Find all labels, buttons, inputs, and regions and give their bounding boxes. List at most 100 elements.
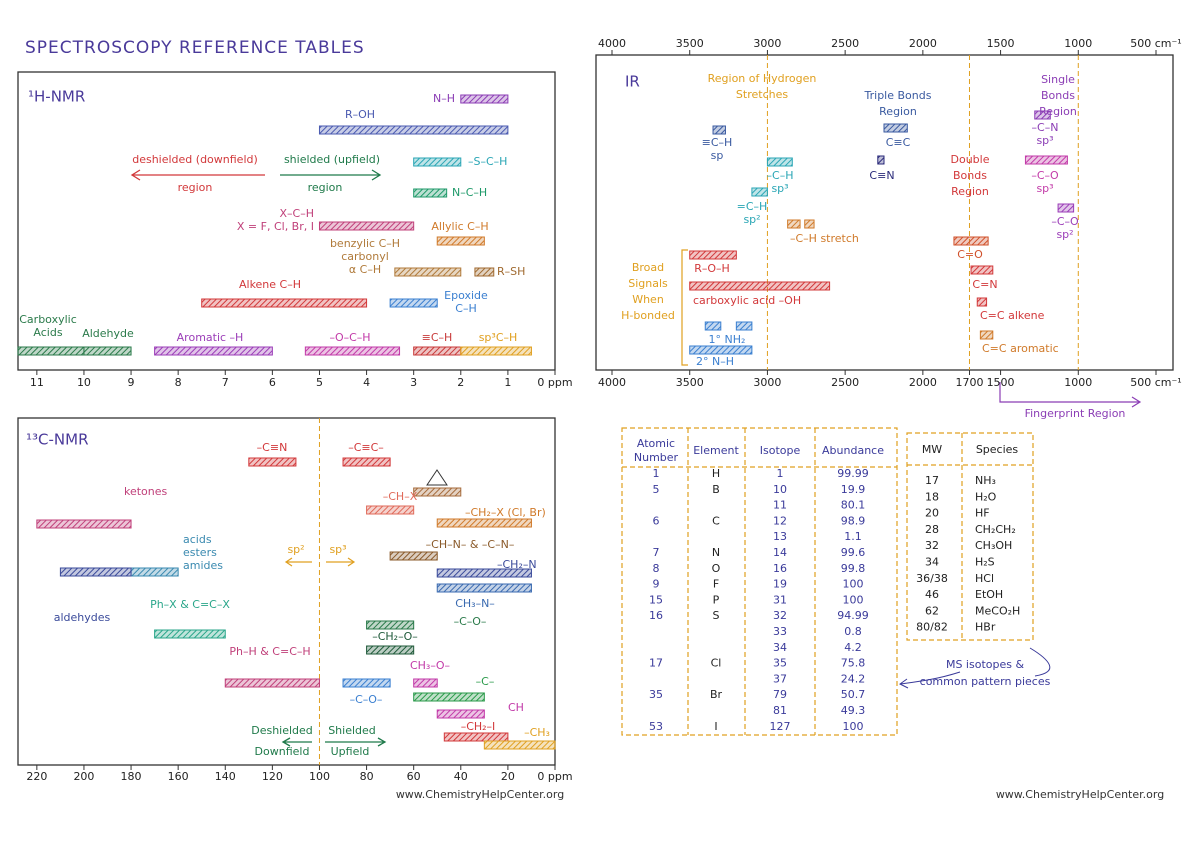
bar-label: ketones bbox=[124, 485, 168, 498]
bar-label: –CH₂–N bbox=[497, 558, 537, 571]
annotation: Region of Hydrogen bbox=[708, 72, 817, 85]
table-cell: 32 bbox=[925, 539, 939, 552]
tick-label: 1000 bbox=[1064, 376, 1092, 389]
table-cell: 0.8 bbox=[844, 625, 862, 638]
table-cell: 99.99 bbox=[837, 467, 869, 480]
bar-label: Ph–H & C=C–H bbox=[229, 645, 310, 658]
annotation: Upfield bbox=[331, 745, 370, 758]
range-bar bbox=[83, 346, 132, 356]
bar-label: C=C alkene bbox=[980, 309, 1045, 322]
tick-label: 1700 bbox=[955, 376, 983, 389]
annotation: region bbox=[308, 181, 343, 194]
table-cell: 80/82 bbox=[916, 621, 948, 634]
range-bar bbox=[704, 321, 722, 331]
table-cell: 4.2 bbox=[844, 641, 862, 654]
deshielded-arrow bbox=[281, 737, 312, 747]
bar-label: ≡C–H bbox=[422, 331, 453, 344]
bar-label: Allylic C–H bbox=[431, 220, 488, 233]
table-cell: F bbox=[713, 578, 719, 591]
table-cell: CH₃OH bbox=[975, 539, 1012, 552]
bar-label: Alkene C–H bbox=[239, 278, 301, 291]
tick-label: 160 bbox=[168, 770, 189, 783]
bar-label: –C–N bbox=[1032, 121, 1059, 134]
table-cell: 53 bbox=[649, 720, 663, 733]
tick-label: 1500 bbox=[987, 376, 1015, 389]
upfield-arrow bbox=[280, 169, 382, 181]
table-cell: 6 bbox=[653, 514, 660, 527]
range-bar bbox=[342, 678, 391, 688]
table-header: MW bbox=[922, 443, 942, 456]
table-cell: 19 bbox=[773, 578, 787, 591]
bar-label: –CH₂–I bbox=[461, 720, 496, 733]
range-bar bbox=[751, 187, 768, 197]
range-bar bbox=[394, 267, 462, 277]
annotation: Deshielded bbox=[251, 724, 313, 737]
bar-label: –C–O bbox=[1051, 215, 1079, 228]
table-cell: 79 bbox=[773, 688, 787, 701]
bar-label: –CH–X bbox=[383, 490, 418, 503]
table-cell: 10 bbox=[773, 483, 787, 496]
tick-label: 3000 bbox=[753, 37, 781, 50]
bar-label: CH₃–O– bbox=[410, 659, 450, 672]
tick-label: 0 ppm bbox=[537, 770, 572, 783]
bar-label: X–C–H bbox=[280, 207, 315, 220]
annotation: H-bonded bbox=[621, 309, 675, 322]
table-header: Atomic bbox=[637, 437, 675, 450]
table-cell: 50.7 bbox=[841, 688, 866, 701]
note-arrow bbox=[1029, 647, 1051, 677]
table-cell: 100 bbox=[843, 720, 864, 733]
table-cell: 81 bbox=[773, 704, 787, 717]
note: common pattern pieces bbox=[920, 675, 1051, 688]
bar-label: carbonyl bbox=[341, 250, 389, 263]
table-cell: 16 bbox=[773, 562, 787, 575]
range-bar bbox=[413, 346, 462, 356]
range-bar bbox=[17, 346, 85, 356]
bar-label: =C–H bbox=[737, 200, 768, 213]
range-bar bbox=[413, 487, 462, 497]
range-bar bbox=[1034, 110, 1051, 120]
table-cell: 31 bbox=[773, 593, 787, 606]
table-cell: 5 bbox=[653, 483, 660, 496]
table-cell: HF bbox=[975, 507, 990, 520]
annotation: Region bbox=[879, 105, 917, 118]
table-cell: 15 bbox=[649, 593, 663, 606]
downfield-arrow bbox=[130, 169, 265, 181]
range-bar bbox=[413, 188, 448, 198]
range-bar bbox=[883, 123, 908, 133]
table-cell: 99.6 bbox=[841, 546, 866, 559]
table-cell: I bbox=[714, 720, 717, 733]
table-header: Abundance bbox=[822, 444, 884, 457]
annotation: Triple Bonds bbox=[864, 89, 932, 102]
bar-label: C≡C bbox=[886, 136, 911, 149]
cyclopropane-icon bbox=[426, 469, 448, 486]
bar-label: R–SH bbox=[497, 265, 525, 278]
tick-label: 9 bbox=[128, 376, 135, 389]
tick-label: 6 bbox=[269, 376, 276, 389]
tick-label: 180 bbox=[121, 770, 142, 783]
hybridization-arrows bbox=[284, 557, 356, 567]
range-bar bbox=[970, 265, 994, 275]
table-cell: 36/38 bbox=[916, 572, 948, 585]
table-cell: Cl bbox=[711, 657, 722, 670]
table-cell: 8 bbox=[653, 562, 660, 575]
tick-label: 4000 bbox=[598, 37, 626, 50]
note: MS isotopes & bbox=[946, 658, 1025, 671]
range-bar bbox=[689, 281, 831, 291]
bar-label: aldehydes bbox=[54, 611, 111, 624]
table-cell: 34 bbox=[925, 556, 939, 569]
annotation: Region bbox=[1039, 105, 1077, 118]
bar-label: carboxylic acid –OH bbox=[693, 294, 801, 307]
table-cell: 100 bbox=[843, 593, 864, 606]
range-bar bbox=[154, 629, 226, 639]
annotation: Fingerprint Region bbox=[1025, 407, 1126, 420]
tick-label: 1000 bbox=[1064, 37, 1092, 50]
tick-label: 4 bbox=[363, 376, 370, 389]
range-bar bbox=[389, 551, 438, 561]
bar-label: benzylic C–H bbox=[330, 237, 400, 250]
bar-label: –S–C–H bbox=[468, 155, 507, 168]
bar-label: Epoxide bbox=[444, 289, 488, 302]
bar-label: acids bbox=[183, 533, 212, 546]
table-cell: P bbox=[713, 593, 720, 606]
tick-label: 1 bbox=[504, 376, 511, 389]
